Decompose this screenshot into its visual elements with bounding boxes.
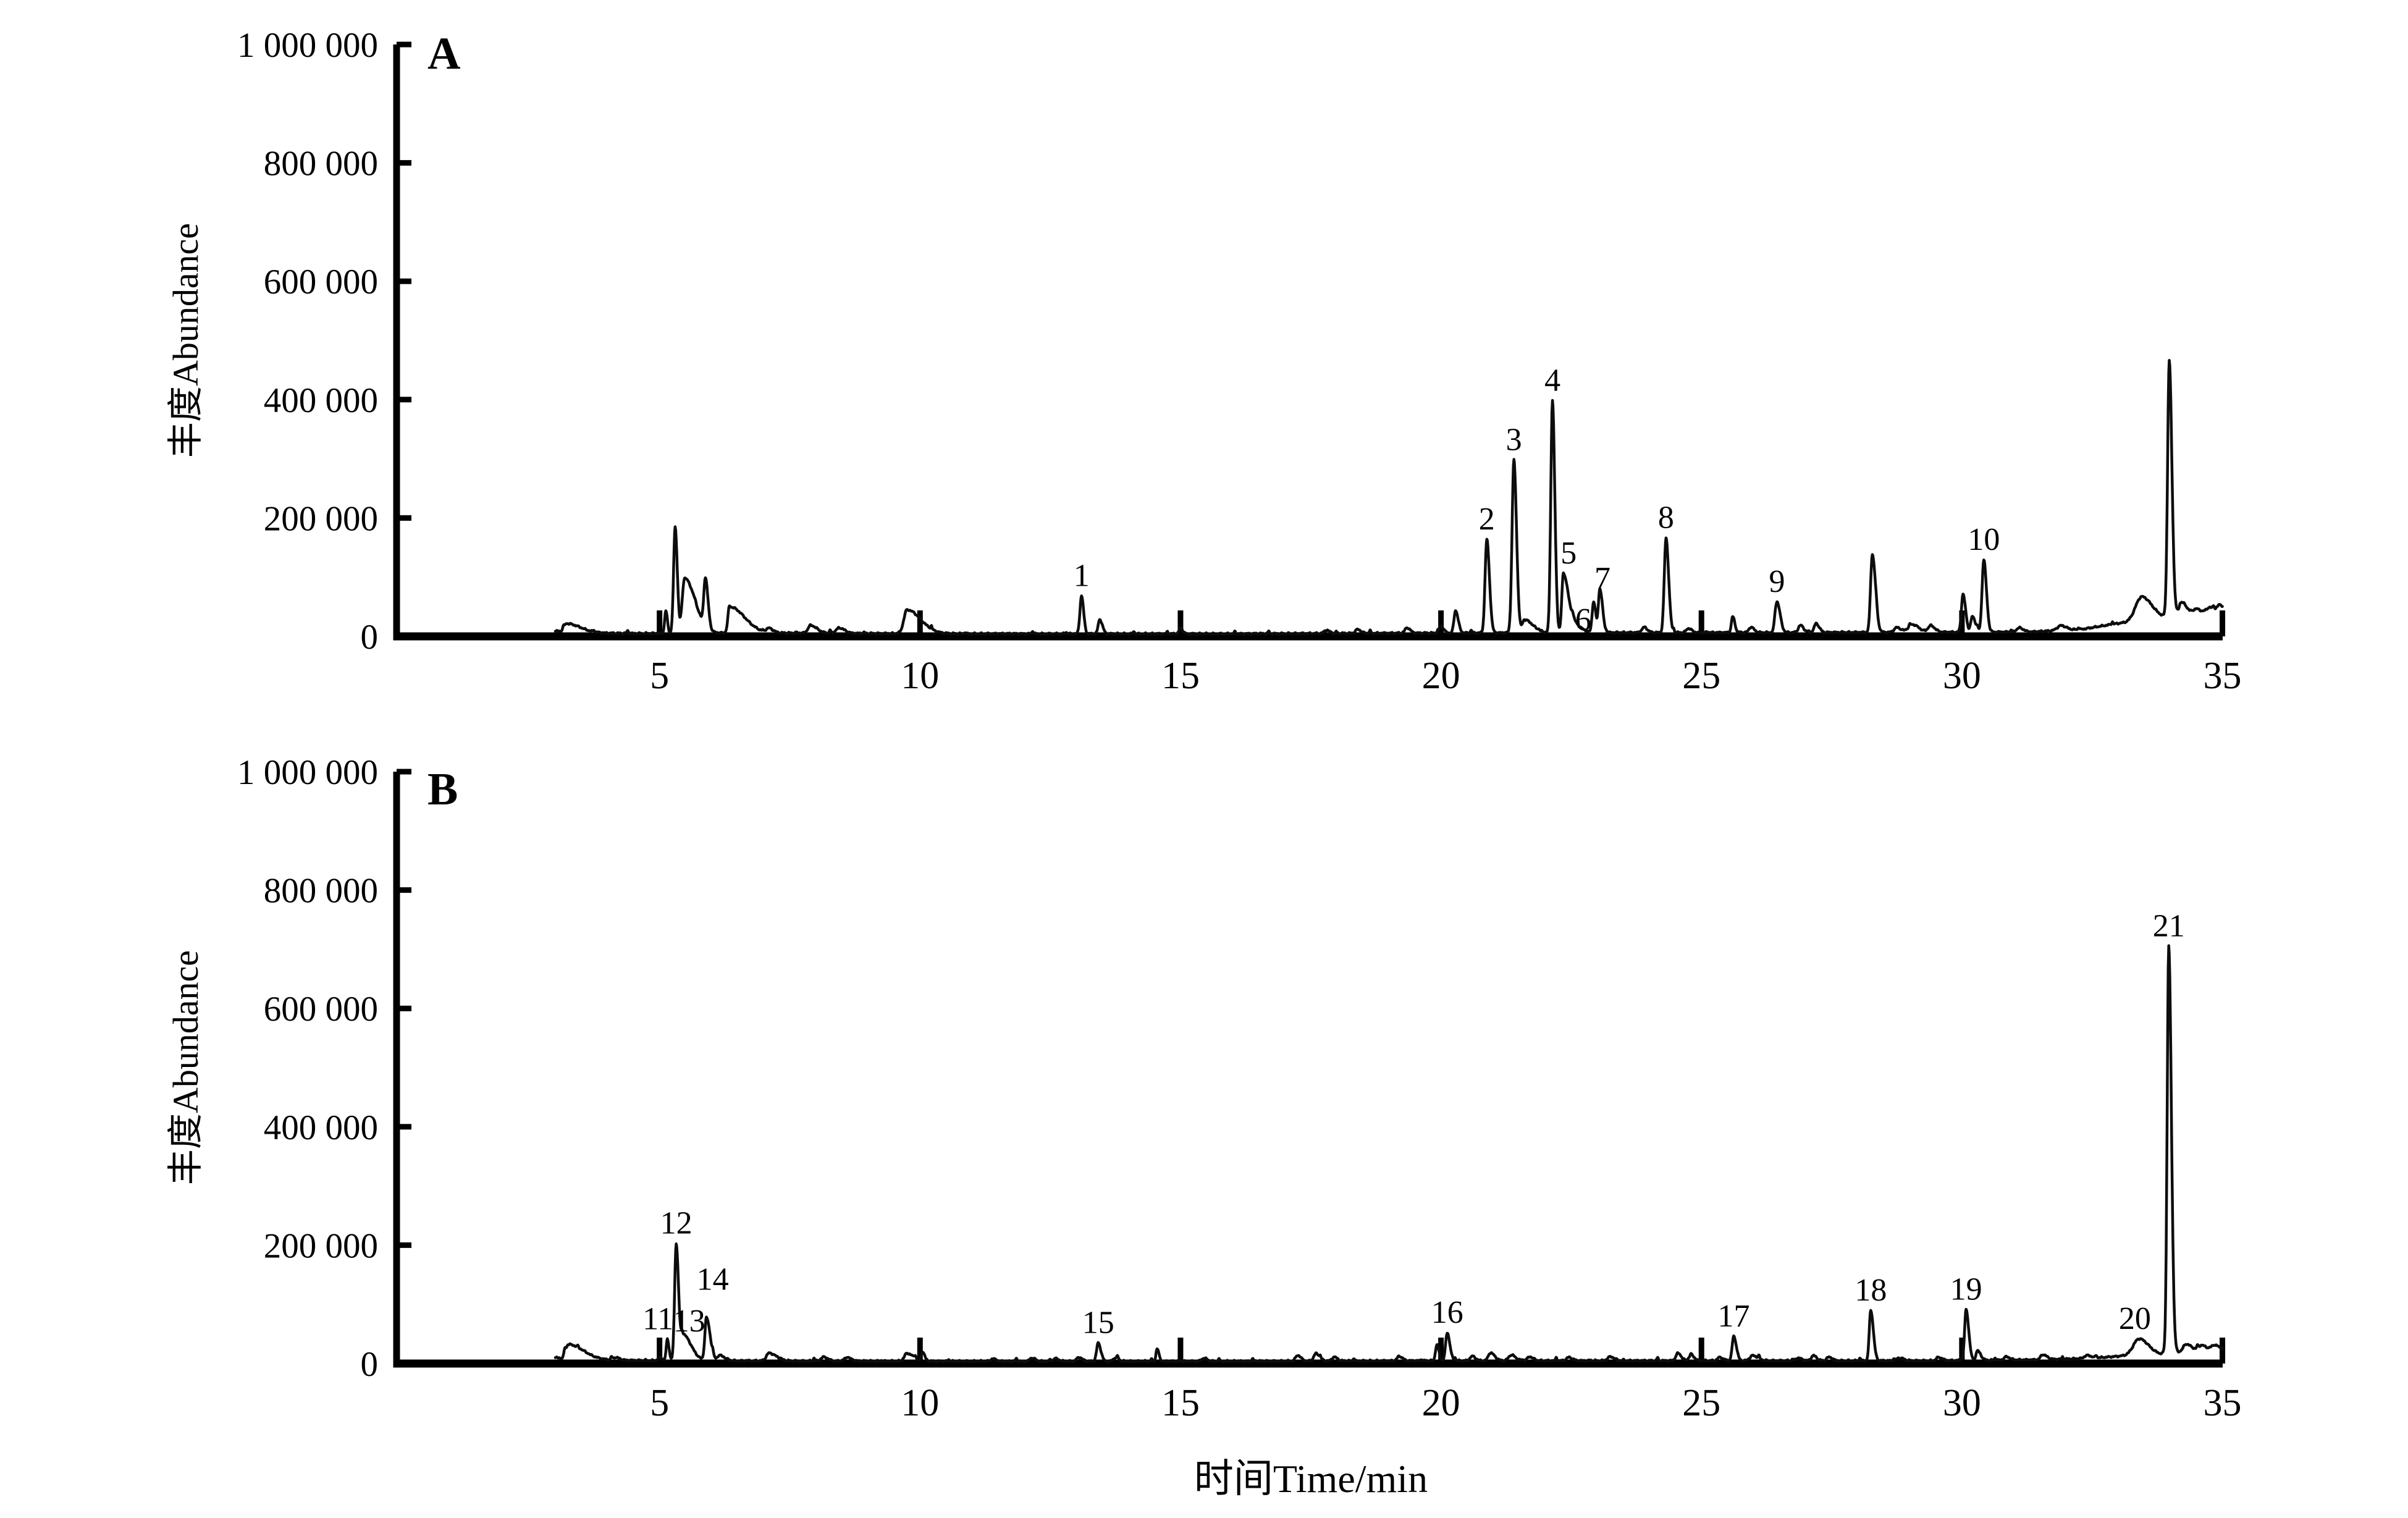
peak-label-4: 4 (1544, 363, 1560, 398)
panel-a-y-tick-label: 200 000 (264, 499, 378, 538)
peak-label-19: 19 (1950, 1271, 1982, 1307)
panel-b-y-tick-label: 600 000 (264, 990, 378, 1029)
panel-a-letter: A (427, 28, 461, 79)
peak-label-13: 13 (673, 1304, 705, 1339)
panel-a-y-tick-label: 0 (361, 618, 379, 657)
peak-label-15: 15 (1082, 1305, 1114, 1340)
peak-label-2: 2 (1479, 502, 1495, 537)
panel-a-y-axis-label: 丰度Abundance (166, 222, 206, 458)
peak-label-8: 8 (1658, 500, 1674, 535)
panel-b-y-tick-label: 800 000 (264, 872, 378, 911)
panel-b-letter: B (427, 764, 458, 815)
peak-label-9: 9 (1769, 564, 1785, 599)
x-axis-label: 时间Time/min (1193, 1457, 1428, 1501)
panel-a: 0 200 000 400 000 600 000 800 000 1 000 000 5 1… (237, 26, 2242, 697)
panel-b-y-tick-label: 0 (361, 1345, 379, 1384)
peak-label-3: 3 (1506, 422, 1522, 457)
panel-b-y-tick-label: 1 000 000 (237, 753, 378, 792)
panel-a-x-tick-label: 35 (2204, 655, 2242, 697)
peak-label-7: 7 (1594, 561, 1610, 596)
panel-a-x-tick-label: 5 (650, 655, 669, 697)
panel-a-trace (554, 358, 2224, 636)
peak-label-5: 5 (1560, 536, 1577, 571)
peak-label-11: 11 (642, 1302, 673, 1337)
panel-b-y-tick-label: 200 000 (264, 1226, 378, 1265)
panel-b-x-tick-label: 5 (650, 1382, 669, 1424)
panel-a-y-tick-label: 600 000 (264, 263, 378, 301)
peak-label-10: 10 (1968, 522, 2000, 557)
panel-a-x-tick-label: 10 (901, 655, 939, 697)
peak-label-14: 14 (697, 1262, 729, 1297)
panel-b-x-tick-label: 10 (901, 1382, 939, 1424)
panel-b-x-tick-label: 35 (2204, 1382, 2242, 1424)
peak-label-17: 17 (1718, 1299, 1750, 1334)
panel-a-x-tick-label: 25 (1682, 655, 1720, 697)
panel-b-x-tick-label: 15 (1161, 1382, 1200, 1424)
panel-a-x-tick-label: 15 (1161, 655, 1200, 697)
panel-b-y-axis-label: 丰度Abundance (166, 950, 206, 1186)
peak-label-20: 20 (2119, 1301, 2151, 1336)
peak-label-12: 12 (660, 1206, 693, 1241)
panel-b-x-tick-label: 30 (1943, 1382, 1981, 1424)
peak-label-16: 16 (1431, 1295, 1463, 1330)
panel-a-y-tick-label: 400 000 (264, 381, 378, 420)
panel-a-x-tick-label: 20 (1422, 655, 1460, 697)
panel-a-x-tick-label: 30 (1943, 655, 1981, 697)
panel-a-y-tick-label: 1 000 000 (237, 26, 378, 65)
panel-b-y-tick-label: 400 000 (264, 1108, 378, 1147)
peak-label-21: 21 (2153, 908, 2185, 943)
peak-label-6: 6 (1575, 602, 1591, 638)
panel-b-trace (554, 944, 2224, 1364)
peak-label-1: 1 (1074, 558, 1090, 593)
peak-label-18: 18 (1854, 1273, 1887, 1308)
panel-a-y-tick-label: 800 000 (264, 145, 378, 183)
panel-b-x-tick-label: 20 (1422, 1382, 1460, 1424)
panel-b-x-tick-label: 25 (1682, 1382, 1720, 1424)
panel-b: 0 200 000 400 000 600 000 800 000 1 000 000 5 1… (237, 753, 2242, 1424)
